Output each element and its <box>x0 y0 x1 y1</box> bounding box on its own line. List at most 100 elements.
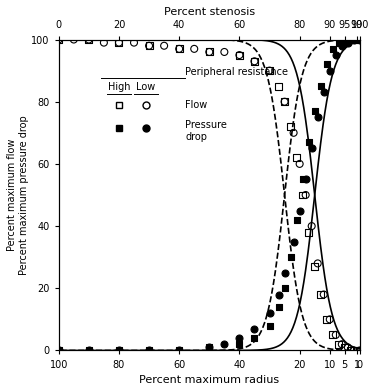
Point <box>294 217 300 223</box>
Point <box>339 43 345 49</box>
Point <box>206 344 212 350</box>
Point <box>333 52 339 58</box>
Point <box>176 46 182 52</box>
Point <box>116 347 122 354</box>
X-axis label: Percent stenosis: Percent stenosis <box>164 7 255 17</box>
Point <box>237 335 243 341</box>
Point <box>116 40 122 46</box>
Point <box>330 332 336 338</box>
Point <box>276 304 282 310</box>
Point <box>306 139 312 145</box>
Point <box>312 263 318 270</box>
Point <box>56 36 62 43</box>
Point <box>237 341 243 347</box>
Text: Peripheral resistance: Peripheral resistance <box>185 67 288 77</box>
Point <box>288 123 294 130</box>
Point <box>321 291 327 298</box>
Point <box>297 207 303 214</box>
Y-axis label: Percent maximum flow
Percent maximum pressure drop: Percent maximum flow Percent maximum pre… <box>7 115 29 275</box>
Point <box>267 310 273 316</box>
Point <box>324 61 330 67</box>
Point <box>357 347 363 354</box>
Point <box>282 285 288 291</box>
Point <box>306 229 312 236</box>
Point <box>342 36 348 43</box>
Point <box>354 347 360 354</box>
Text: Pressure
drop: Pressure drop <box>185 120 227 142</box>
Point <box>86 36 92 43</box>
Point <box>267 323 273 329</box>
Point <box>291 238 297 245</box>
Point <box>237 52 243 58</box>
Point <box>318 83 324 89</box>
Point <box>330 46 336 52</box>
Point <box>348 36 354 43</box>
Point <box>221 341 227 347</box>
Point <box>303 192 309 198</box>
Point <box>291 130 297 136</box>
Text: Flow: Flow <box>185 100 208 110</box>
Point <box>315 260 321 267</box>
Point <box>336 341 342 347</box>
Point <box>161 43 167 49</box>
Point <box>86 36 92 43</box>
Point <box>297 161 303 167</box>
Point <box>324 316 330 323</box>
Point <box>294 154 300 161</box>
Point <box>309 145 315 151</box>
Point <box>252 335 258 341</box>
Point <box>315 114 321 120</box>
Point <box>176 46 182 52</box>
Point <box>176 347 182 354</box>
Point <box>206 49 212 55</box>
Point <box>146 347 152 354</box>
Text: Low: Low <box>136 82 156 93</box>
Text: High: High <box>108 82 130 93</box>
Point <box>267 67 273 74</box>
Point <box>221 49 227 55</box>
Point <box>282 270 288 276</box>
Point <box>146 347 152 354</box>
Point <box>354 36 360 43</box>
X-axis label: Percent maximum radius: Percent maximum radius <box>139 375 279 385</box>
Point <box>300 176 306 183</box>
Point <box>252 326 258 332</box>
Point <box>176 347 182 354</box>
Point <box>206 49 212 55</box>
Point <box>56 347 62 354</box>
Point <box>318 291 324 298</box>
Point <box>339 341 345 347</box>
Point <box>191 46 197 52</box>
Point <box>146 43 152 49</box>
Point <box>252 58 258 64</box>
Point <box>252 58 258 64</box>
Point <box>351 36 357 43</box>
Point <box>56 347 62 354</box>
Point <box>116 40 122 46</box>
Point <box>288 254 294 260</box>
Point <box>336 40 342 46</box>
Point <box>206 344 212 350</box>
Point <box>276 83 282 89</box>
Point <box>146 43 152 49</box>
Point <box>267 67 273 74</box>
Point <box>282 98 288 105</box>
Point <box>300 192 306 198</box>
Point <box>86 347 92 354</box>
Point <box>56 36 62 43</box>
Point <box>71 36 77 43</box>
Point <box>333 332 339 338</box>
Point <box>345 40 351 46</box>
Point <box>351 347 357 354</box>
Point <box>345 344 351 350</box>
Point <box>327 316 333 323</box>
Point <box>131 40 137 46</box>
Point <box>357 36 363 43</box>
Point <box>309 223 315 229</box>
Point <box>116 347 122 354</box>
Point <box>276 291 282 298</box>
Point <box>303 176 309 183</box>
Point <box>327 67 333 74</box>
Point <box>357 347 363 354</box>
Point <box>321 89 327 96</box>
